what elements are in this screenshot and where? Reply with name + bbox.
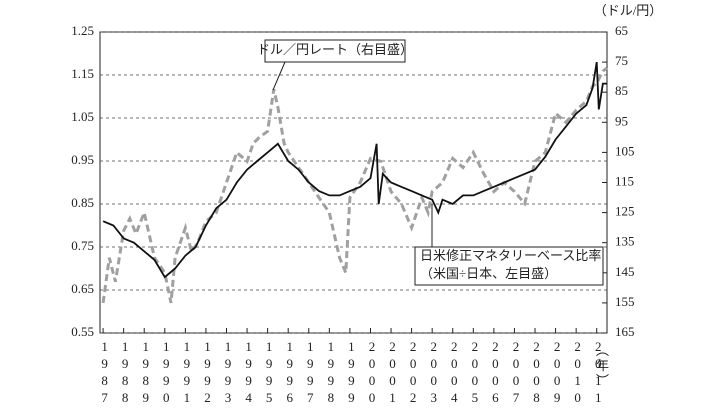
line-series — [102, 61, 607, 279]
x-tick-label: 1996 — [282, 339, 297, 407]
x-tick-label: 1990 — [159, 339, 174, 407]
x-tick-label: 1997 — [303, 339, 318, 407]
x-tick-label: 2003 — [426, 339, 441, 407]
y-tick-label: 0.55 — [71, 324, 94, 339]
y2-tick-label: 135 — [615, 234, 635, 249]
x-tick-label: 2000 — [364, 339, 379, 407]
y-tick-label: 1.15 — [71, 66, 94, 81]
annotation: （米国÷日本、左目盛） — [420, 266, 557, 281]
x-axis-label: （年） — [594, 344, 609, 389]
annotation: 日米修正マネタリーベース比率 — [420, 248, 601, 263]
x-tick-label: 1989 — [138, 339, 153, 407]
annotation-box — [414, 246, 604, 286]
annotation: ドル／円レート（右目盛） — [257, 42, 413, 57]
y2-axis-label: （ドル/円） — [594, 3, 663, 18]
line-series — [101, 66, 608, 304]
x-tick-label: 2007 — [508, 339, 523, 407]
x-tick-label: 1999 — [344, 339, 359, 407]
x-tick-label: 2009 — [550, 339, 565, 407]
x-tick-label: 1987 — [97, 339, 112, 407]
y-tick-label: 0.95 — [71, 152, 94, 167]
y-tick-label: 1.25 — [71, 23, 94, 38]
x-tick-label: 2006 — [488, 339, 503, 407]
y2-tick-label: 105 — [615, 143, 635, 158]
y-tick-label: 0.65 — [71, 281, 94, 296]
y2-tick-label: 145 — [615, 264, 635, 279]
x-tick-label: 1991 — [179, 339, 194, 407]
y2-tick-label: 85 — [615, 83, 628, 98]
x-tick-label: 1994 — [241, 339, 256, 407]
y2-tick-label: 165 — [615, 324, 635, 339]
x-tick-label: 1998 — [323, 339, 338, 407]
y2-tick-label: 125 — [615, 204, 635, 219]
x-tick-label: 1995 — [262, 339, 277, 407]
y-tick-label: 0.85 — [71, 195, 94, 210]
y2-tick-label: 65 — [615, 23, 628, 38]
x-tick-label: 2004 — [447, 339, 462, 407]
annotation-box — [264, 39, 406, 63]
x-tick-label: 2005 — [467, 339, 482, 407]
y2-tick-label: 75 — [615, 53, 628, 68]
x-tick-label: 2008 — [529, 339, 544, 407]
x-tick-label: 2011 — [591, 339, 606, 407]
annotation-pointer — [272, 61, 286, 91]
x-tick-label: 2010 — [570, 339, 585, 407]
y2-tick-label: 95 — [615, 113, 628, 128]
x-tick-label: 1993 — [221, 339, 236, 407]
y2-tick-label: 115 — [615, 173, 634, 188]
x-tick-label: 1992 — [200, 339, 215, 407]
y2-tick-label: 155 — [615, 294, 635, 309]
y-tick-label: 1.05 — [71, 109, 94, 124]
x-tick-label: 1988 — [118, 339, 133, 407]
x-tick-label: 2001 — [385, 339, 400, 407]
x-tick-label: 2002 — [406, 339, 421, 407]
y-tick-label: 0.75 — [71, 238, 94, 253]
